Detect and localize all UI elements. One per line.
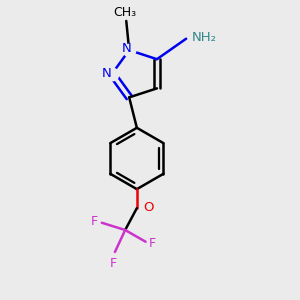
Text: O: O xyxy=(143,201,154,214)
Text: F: F xyxy=(110,257,117,270)
Text: F: F xyxy=(149,237,156,250)
Text: N: N xyxy=(122,42,132,55)
Text: F: F xyxy=(91,215,98,228)
Text: CH₃: CH₃ xyxy=(113,6,136,19)
Text: N: N xyxy=(101,67,111,80)
Text: NH₂: NH₂ xyxy=(191,31,216,44)
